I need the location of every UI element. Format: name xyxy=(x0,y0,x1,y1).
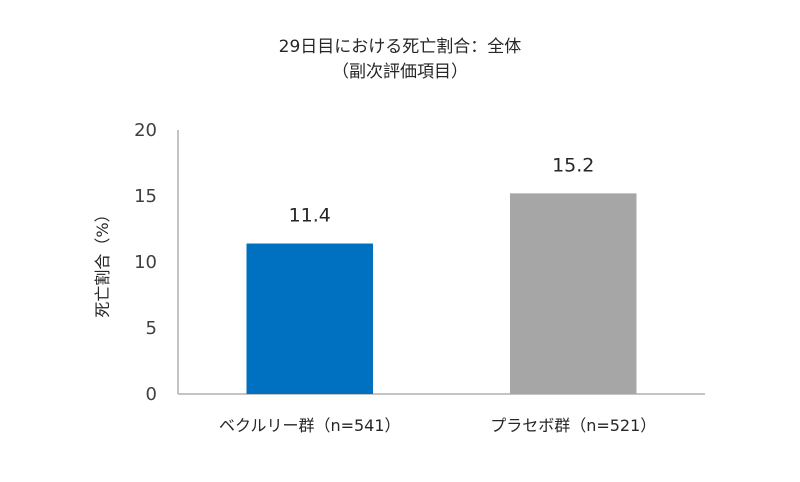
chart-subtitle: （副次評価項目） xyxy=(332,62,468,82)
y-axis-label: 死亡割合（%） xyxy=(93,206,112,317)
y-tick-label: 5 xyxy=(146,318,157,339)
y-tick-label: 0 xyxy=(146,384,157,405)
bar xyxy=(246,243,373,394)
data-label: 15.2 xyxy=(552,154,594,176)
y-tick-label: 15 xyxy=(134,186,157,207)
data-label: 11.4 xyxy=(289,205,331,227)
x-tick-label: プラセボ群（n=521） xyxy=(490,416,656,435)
bar xyxy=(510,193,637,394)
chart-title: 29日目における死亡割合：全体 xyxy=(279,37,522,57)
y-tick-label: 20 xyxy=(134,120,157,141)
x-tick-label: ベクルリー群（n=541） xyxy=(219,416,401,435)
y-tick-label: 10 xyxy=(134,252,157,273)
plot-area: 0 5 10 15 20 11.4 ベクルリー群（n=541） 15.2 プラセボ群（n=521… xyxy=(134,120,705,435)
